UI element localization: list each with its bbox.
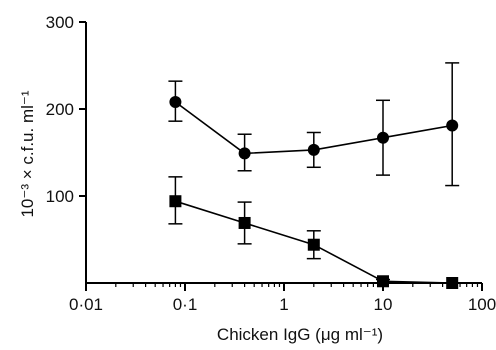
- data-point-circle: [169, 96, 182, 109]
- series-square: [168, 176, 459, 289]
- y-tick-label: 300: [46, 13, 74, 32]
- data-point-square: [377, 275, 389, 288]
- x-axis-title: Chicken IgG (μg ml⁻¹): [217, 325, 383, 344]
- data-point-circle: [238, 147, 251, 160]
- x-tick-label: 1: [279, 295, 288, 314]
- y-axis-title: 10⁻³ × c.f.u. ml⁻¹: [18, 90, 37, 217]
- data-point-circle: [307, 143, 320, 156]
- x-tick-label: 0·1: [173, 295, 198, 314]
- data-point-square: [169, 195, 182, 208]
- data-point-circle: [446, 119, 459, 132]
- data-point-square: [446, 277, 459, 289]
- y-tick-label: 200: [46, 100, 74, 119]
- x-tick-label: 100: [468, 295, 496, 314]
- data-point-circle: [377, 131, 389, 144]
- series-layer: [168, 62, 460, 289]
- data-point-square: [238, 216, 251, 229]
- y-tick-label: 100: [46, 187, 74, 206]
- axes-layer: 100 200 300 0·01 0·1 1 10 100: [46, 13, 496, 314]
- series-circle: [168, 62, 460, 187]
- x-tick-label: 0·01: [69, 295, 103, 314]
- data-point-square: [307, 238, 320, 251]
- x-tick-label: 10: [374, 295, 393, 314]
